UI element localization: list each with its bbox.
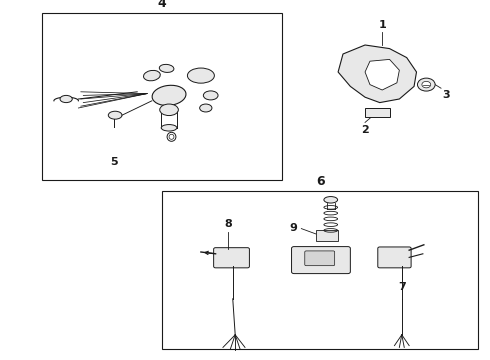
Ellipse shape: [188, 68, 215, 83]
Text: 9: 9: [290, 222, 297, 233]
Text: 4: 4: [157, 0, 166, 10]
Bar: [42, 13, 282, 180]
Text: 7: 7: [398, 282, 406, 292]
FancyBboxPatch shape: [305, 251, 335, 266]
Text: 6: 6: [317, 175, 325, 188]
FancyBboxPatch shape: [292, 247, 350, 274]
Ellipse shape: [60, 95, 73, 103]
Circle shape: [422, 81, 431, 88]
Circle shape: [417, 78, 435, 91]
Text: 3: 3: [442, 90, 450, 100]
Ellipse shape: [159, 64, 174, 72]
Ellipse shape: [108, 111, 122, 119]
Ellipse shape: [144, 71, 160, 81]
Text: 5: 5: [110, 157, 118, 167]
Bar: [365, 108, 390, 117]
Ellipse shape: [161, 125, 177, 131]
Text: 8: 8: [224, 219, 232, 229]
Bar: [316, 230, 338, 241]
Text: 2: 2: [361, 125, 369, 135]
Ellipse shape: [203, 91, 218, 100]
Polygon shape: [338, 45, 416, 103]
Polygon shape: [365, 59, 399, 90]
Bar: [162, 191, 478, 349]
Ellipse shape: [152, 85, 186, 105]
Ellipse shape: [324, 197, 338, 203]
FancyBboxPatch shape: [214, 248, 249, 268]
Ellipse shape: [160, 104, 178, 116]
Ellipse shape: [200, 104, 212, 112]
FancyBboxPatch shape: [378, 247, 411, 268]
Text: 1: 1: [378, 19, 386, 30]
